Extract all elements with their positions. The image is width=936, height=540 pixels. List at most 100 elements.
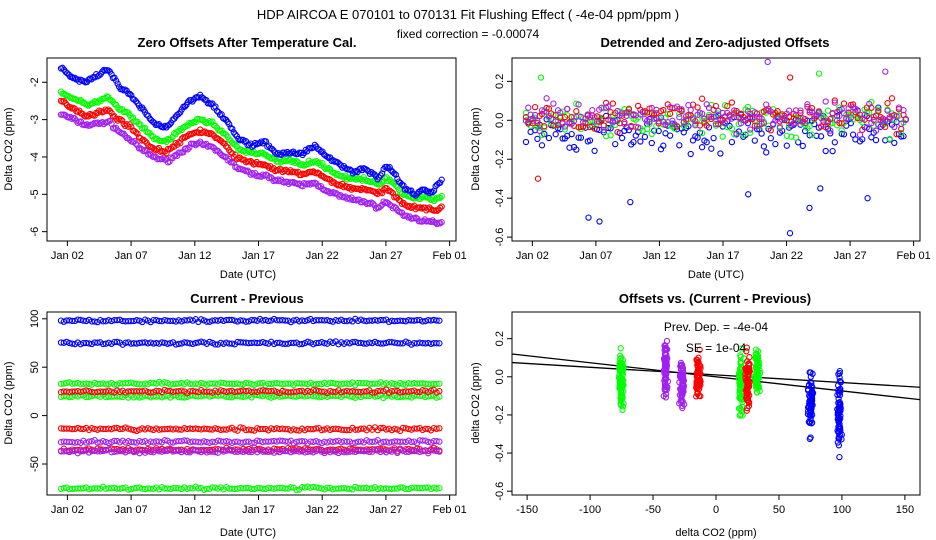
residual-point-purple <box>884 107 891 114</box>
offset-point-green <box>65 93 72 100</box>
residual-outlier-blue <box>786 230 794 237</box>
residual-point-purple <box>550 100 557 107</box>
residual-point-red <box>598 115 605 122</box>
delta-point-blue <box>304 338 311 345</box>
residual-point-purple <box>797 107 804 114</box>
delta-point-red <box>74 424 81 432</box>
cluster-point-purple <box>662 360 669 367</box>
delta-point-purple <box>99 447 107 455</box>
plot-frame <box>46 311 457 496</box>
delta-point-red <box>122 424 129 431</box>
delta-point-blue <box>184 339 191 346</box>
residual-point-purple <box>898 120 905 127</box>
delta-point-red <box>419 387 426 394</box>
delta-point-purple <box>94 439 101 446</box>
offset-point-purple <box>377 203 384 210</box>
delta-point-purple <box>105 439 112 447</box>
offset-point-blue <box>391 170 398 177</box>
x-tick-label: Jan 22 <box>770 250 803 262</box>
residual-point-red <box>767 127 774 134</box>
offset-point-purple <box>77 118 85 125</box>
delta-point-red <box>231 426 238 433</box>
offset-point-blue <box>232 131 239 138</box>
cluster-point-purple <box>677 396 685 404</box>
offset-point-purple <box>248 169 256 177</box>
residual-point-purple <box>639 109 646 116</box>
annotation-se: SE = 1e-04 <box>686 341 747 355</box>
x-tick-label: -150 <box>516 504 538 516</box>
residual-point-purple <box>763 101 770 108</box>
residual-point-purple <box>820 121 827 128</box>
offset-point-red <box>141 138 149 145</box>
cluster-point-blue <box>807 378 814 386</box>
cluster-point-purple <box>663 384 670 391</box>
delta-point-blue <box>164 340 171 347</box>
offset-point-blue <box>63 69 71 77</box>
offset-point-blue <box>323 153 331 160</box>
residual-point-purple <box>749 114 756 121</box>
fit-line-2 <box>511 353 921 401</box>
delta-point-purple <box>312 438 320 445</box>
delta-point-red <box>413 388 421 396</box>
delta-point-blue <box>276 339 283 346</box>
delta-point-purple <box>192 447 199 454</box>
delta-point-red <box>108 388 115 395</box>
offset-point-red <box>172 140 179 147</box>
delta-point-green <box>85 485 93 493</box>
delta-point-red <box>69 425 76 433</box>
offset-point-purple <box>180 149 187 156</box>
offset-point-blue <box>411 191 418 198</box>
residual-point-blue <box>763 149 770 156</box>
offset-point-blue <box>229 125 236 133</box>
delta-point-green <box>85 393 93 401</box>
residual-point-blue <box>676 142 683 149</box>
cluster-point-blue <box>837 406 844 414</box>
delta-point-green <box>284 380 292 387</box>
offset-point-blue <box>96 72 103 79</box>
y-axis-label: Delta CO2 (ppm) <box>3 107 15 190</box>
delta-point-blue <box>83 339 90 347</box>
delta-point-green <box>60 380 67 387</box>
x-axis-label: Date (UTC) <box>688 269 744 281</box>
residual-point-purple <box>600 126 607 134</box>
residual-point-blue <box>687 150 694 158</box>
offset-point-green <box>206 117 213 125</box>
residual-outlier-blue <box>806 204 813 212</box>
offset-point-red <box>336 181 343 188</box>
offset-point-red <box>119 117 126 124</box>
cluster-point-green <box>737 378 744 385</box>
panel-zero-offsets: Zero Offsets After Temperature Cal. Date… <box>3 35 467 281</box>
residual-point-purple <box>534 117 541 125</box>
residual-point-purple <box>893 113 900 120</box>
offset-point-green <box>108 97 115 104</box>
residual-point-red <box>552 112 559 119</box>
delta-point-green <box>94 485 101 492</box>
delta-point-red <box>122 389 129 396</box>
y-tick-label: -5 <box>29 189 41 199</box>
residual-point-purple <box>612 117 619 125</box>
offset-point-blue <box>284 148 291 156</box>
residual-point-red <box>600 122 607 129</box>
delta-point-red <box>338 389 345 396</box>
residual-point-purple <box>692 122 699 129</box>
delta-point-blue <box>357 316 365 323</box>
delta-point-blue <box>301 317 309 325</box>
delta-point-blue <box>198 338 205 345</box>
residual-point-red <box>831 97 838 104</box>
delta-point-purple <box>228 439 236 446</box>
offset-point-green <box>265 153 273 161</box>
residual-point-blue <box>758 130 765 137</box>
offset-point-green <box>299 161 306 168</box>
residual-point-purple <box>552 118 559 125</box>
delta-point-red <box>436 425 443 432</box>
figure-subtitle: fixed correction = -0.00074 <box>397 27 540 41</box>
delta-point-purple <box>265 448 272 455</box>
delta-point-purple <box>139 438 146 446</box>
cluster-point-red <box>695 380 702 387</box>
delta-point-purple <box>161 437 168 444</box>
offset-point-blue <box>166 121 173 128</box>
offset-point-green <box>181 123 189 130</box>
offset-point-purple <box>183 145 190 152</box>
y-tick-label: 0.0 <box>494 369 506 384</box>
residual-point-green <box>644 125 651 133</box>
